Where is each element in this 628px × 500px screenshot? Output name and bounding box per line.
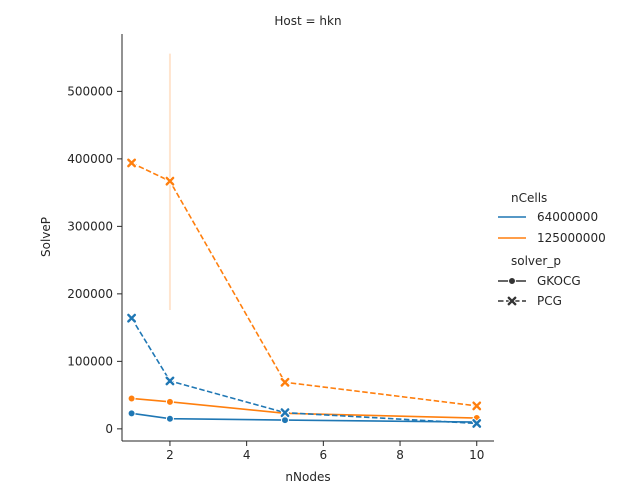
data-point	[279, 376, 291, 388]
series-line	[131, 162, 477, 407]
legend-label: PCG	[537, 294, 562, 308]
data-point	[127, 394, 136, 403]
chart-title: Host = hkn	[274, 14, 341, 28]
x-tick-label: 8	[396, 448, 404, 462]
data-point	[471, 400, 483, 412]
data-point	[127, 409, 136, 418]
y-tick-label: 400000	[67, 152, 113, 166]
data-point	[164, 375, 176, 387]
data-point	[126, 312, 137, 324]
x-tick-label: 4	[243, 448, 251, 462]
legend-title: nCells	[511, 191, 547, 205]
y-ticks: 0 100000 200000 300000 400000 500000	[67, 84, 122, 436]
y-tick-label: 300000	[67, 219, 113, 233]
series-line	[130, 317, 477, 425]
y-tick-label: 0	[105, 422, 113, 436]
legend: nCells 64000000 125000000 solver_p GKOCG PCG	[498, 191, 606, 308]
data-point	[471, 418, 483, 429]
series-markers	[126, 157, 483, 429]
y-tick-label: 200000	[67, 287, 113, 301]
x-tick-label: 2	[166, 448, 174, 462]
data-point	[126, 157, 137, 169]
y-tick-label: 500000	[67, 84, 113, 98]
x-axis-label: nNodes	[285, 470, 330, 484]
legend-marker	[506, 295, 518, 307]
x-ticks: 2 4 6 8 10	[166, 441, 484, 462]
series-line	[131, 412, 477, 423]
y-tick-label: 100000	[67, 354, 113, 368]
data-point	[165, 397, 174, 406]
x-tick-label: 6	[320, 448, 328, 462]
data-point	[164, 175, 176, 187]
y-axis-label: SolveP	[39, 217, 53, 257]
series-line	[131, 397, 477, 419]
legend-label: GKOCG	[537, 274, 581, 288]
x-tick-label: 10	[469, 448, 484, 462]
legend-label: 125000000	[537, 231, 606, 245]
data-point	[165, 414, 174, 423]
series-lines	[130, 162, 477, 425]
legend-title: solver_p	[511, 254, 561, 268]
axes	[121, 34, 494, 442]
legend-marker	[508, 277, 516, 285]
data-point	[279, 407, 291, 418]
legend-label: 64000000	[537, 210, 598, 224]
